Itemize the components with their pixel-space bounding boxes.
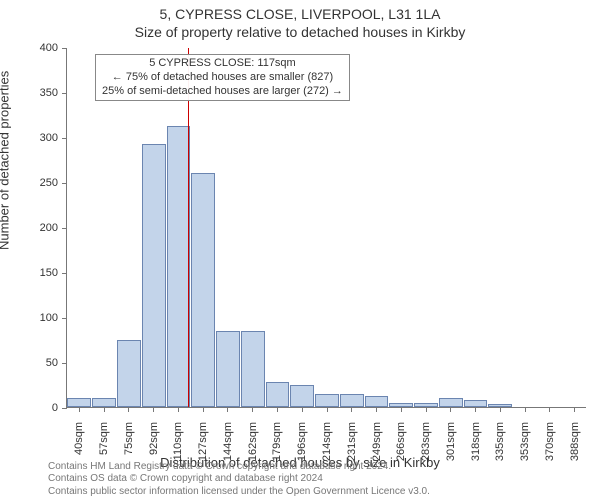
histogram-bar [340, 394, 364, 408]
y-tick-label: 350 [40, 87, 58, 99]
histogram-bar [92, 398, 116, 407]
x-tick [426, 407, 427, 412]
x-tick [525, 407, 526, 412]
x-tick-label: 57sqm [98, 422, 110, 455]
histogram-bar [117, 340, 141, 408]
x-tick-label: 92sqm [148, 422, 160, 455]
histogram-bar [216, 331, 240, 408]
x-tick [475, 407, 476, 412]
x-tick [401, 407, 402, 412]
y-tick-label: 400 [40, 42, 58, 54]
y-tick [62, 228, 67, 229]
x-tick [104, 407, 105, 412]
chart-title-address: 5, CYPRESS CLOSE, LIVERPOOL, L31 1LA [0, 6, 600, 22]
y-tick-label: 300 [40, 132, 58, 144]
x-tick [376, 407, 377, 412]
y-tick-label: 0 [52, 402, 58, 414]
x-tick [252, 407, 253, 412]
y-tick-label: 250 [40, 177, 58, 189]
x-tick [227, 407, 228, 412]
x-tick [574, 407, 575, 412]
x-tick [277, 407, 278, 412]
x-tick-label: 40sqm [73, 422, 85, 455]
histogram-bar [191, 173, 215, 407]
y-tick-label: 150 [40, 267, 58, 279]
histogram-bar [290, 385, 314, 408]
x-tick [302, 407, 303, 412]
histogram-bar [365, 396, 389, 407]
x-tick [549, 407, 550, 412]
y-tick [62, 183, 67, 184]
chart-container: { "layout": { "width": 600, "height": 50… [0, 0, 600, 500]
annotation-line-2: ← 75% of detached houses are smaller (82… [102, 71, 343, 85]
annotation-line-1: 5 CYPRESS CLOSE: 117sqm [102, 57, 343, 71]
x-tick [327, 407, 328, 412]
x-tick [351, 407, 352, 412]
histogram-bar [167, 126, 191, 407]
x-tick [153, 407, 154, 412]
x-tick [450, 407, 451, 412]
x-tick [79, 407, 80, 412]
x-tick [203, 407, 204, 412]
x-tick [178, 407, 179, 412]
histogram-bar [315, 394, 339, 408]
footnote-line-1: Contains HM Land Registry data © Crown c… [48, 461, 584, 474]
histogram-bar [142, 144, 166, 407]
histogram-bar [67, 398, 91, 407]
histogram-bar [241, 331, 265, 408]
footnote-line-2: Contains OS data © Crown copyright and d… [48, 473, 584, 486]
annotation-box: 5 CYPRESS CLOSE: 117sqm← 75% of detached… [95, 54, 350, 101]
y-tick [62, 93, 67, 94]
y-tick [62, 48, 67, 49]
plot-area: 05010015020025030035040040sqm57sqm75sqm9… [66, 48, 586, 408]
x-tick [128, 407, 129, 412]
y-tick-label: 200 [40, 222, 58, 234]
y-tick-label: 100 [40, 312, 58, 324]
histogram-bar [439, 398, 463, 407]
chart-title-subtitle: Size of property relative to detached ho… [0, 24, 600, 40]
reference-line [188, 48, 189, 407]
histogram-bar [464, 400, 488, 407]
y-axis-label: Number of detached properties [0, 71, 12, 250]
y-tick [62, 318, 67, 319]
y-tick [62, 408, 67, 409]
annotation-line-3: 25% of semi-detached houses are larger (… [102, 85, 343, 99]
y-tick [62, 138, 67, 139]
x-tick-label: 75sqm [123, 422, 135, 455]
histogram-bar [266, 382, 290, 407]
y-tick [62, 273, 67, 274]
footnote-line-3: Contains public sector information licen… [48, 486, 584, 499]
y-tick-label: 50 [46, 357, 58, 369]
x-tick [500, 407, 501, 412]
y-tick [62, 363, 67, 364]
footnote: Contains HM Land Registry data © Crown c… [48, 461, 584, 499]
